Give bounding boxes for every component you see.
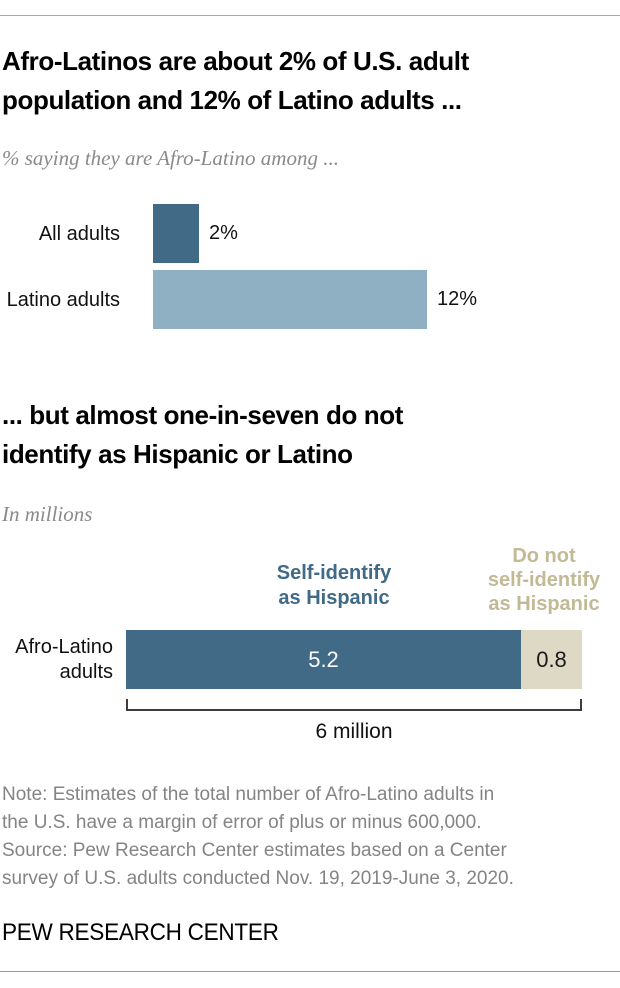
stacked-bar: 5.2 0.8: [126, 630, 582, 689]
chart2-title-line2: identify as Hispanic or Latino: [2, 439, 353, 469]
legend-self-identify-line1: Self-identify: [276, 562, 392, 584]
note-line4: survey of U.S. adults conducted Nov. 19,…: [2, 868, 514, 889]
chart1-title: Afro-Latinos are about 2% of U.S. adult …: [2, 42, 618, 120]
note-line3: Source: Pew Research Center estimates ba…: [2, 840, 507, 861]
value-label-latino-adults: 12%: [437, 288, 478, 310]
legend-not-self-identify-line3: as Hispanic: [488, 593, 600, 615]
top-divider: [0, 15, 620, 16]
legend-self-identify-line2: as Hispanic: [278, 587, 390, 609]
category-label-line1: Afro-Latino: [15, 635, 113, 658]
chart1-subtitle: % saying they are Afro-Latino among ...: [2, 146, 339, 170]
category-label-afro-latino-adults: Afro-Latino adults: [0, 635, 126, 685]
chart1-title-line2: population and 12% of Latino adults ...: [2, 85, 462, 115]
chart2-title: ... but almost one-in-seven do not ident…: [2, 396, 618, 474]
category-label-line2: adults: [59, 660, 113, 683]
pew-research-center-wordmark: PEW RESEARCH CENTER: [2, 919, 279, 946]
stacked-segment-not-hispanic: 0.8: [521, 630, 582, 689]
chart2-subtitle: In millions: [2, 502, 93, 526]
pct-bar-all-adults: [153, 204, 199, 263]
chart1-title-line1: Afro-Latinos are about 2% of U.S. adult: [2, 46, 469, 76]
total-bracket: [126, 699, 582, 711]
chart2-title-line1: ... but almost one-in-seven do not: [2, 400, 403, 430]
pct-bar-latino-adults: [153, 270, 427, 329]
legend-self-identify: Self-identify as Hispanic: [214, 561, 454, 611]
legend-not-self-identify: Do not self-identify as Hispanic: [464, 544, 620, 616]
bar-row-all-adults: All adults 2%: [0, 204, 238, 263]
note-source-text: Note: Estimates of the total number of A…: [2, 781, 619, 893]
bottom-divider: [0, 971, 620, 972]
category-label-all-adults: All adults: [38, 222, 120, 245]
note-line1: Note: Estimates of the total number of A…: [2, 784, 495, 805]
total-label: 6 million: [315, 720, 393, 743]
legend-not-self-identify-line1: Do not: [512, 545, 576, 567]
stacked-segment-hispanic: 5.2: [126, 630, 521, 689]
legend-not-self-identify-line2: self-identify: [487, 569, 601, 591]
category-label-latino-adults: Latino adults: [6, 288, 120, 311]
value-label-all-adults: 2%: [209, 222, 238, 244]
bar-row-latino-adults: Latino adults 12%: [0, 270, 477, 329]
stacked-bar-row: Afro-Latino adults 5.2 0.8: [0, 630, 582, 689]
note-line2: the U.S. have a margin of error of plus …: [2, 812, 482, 833]
